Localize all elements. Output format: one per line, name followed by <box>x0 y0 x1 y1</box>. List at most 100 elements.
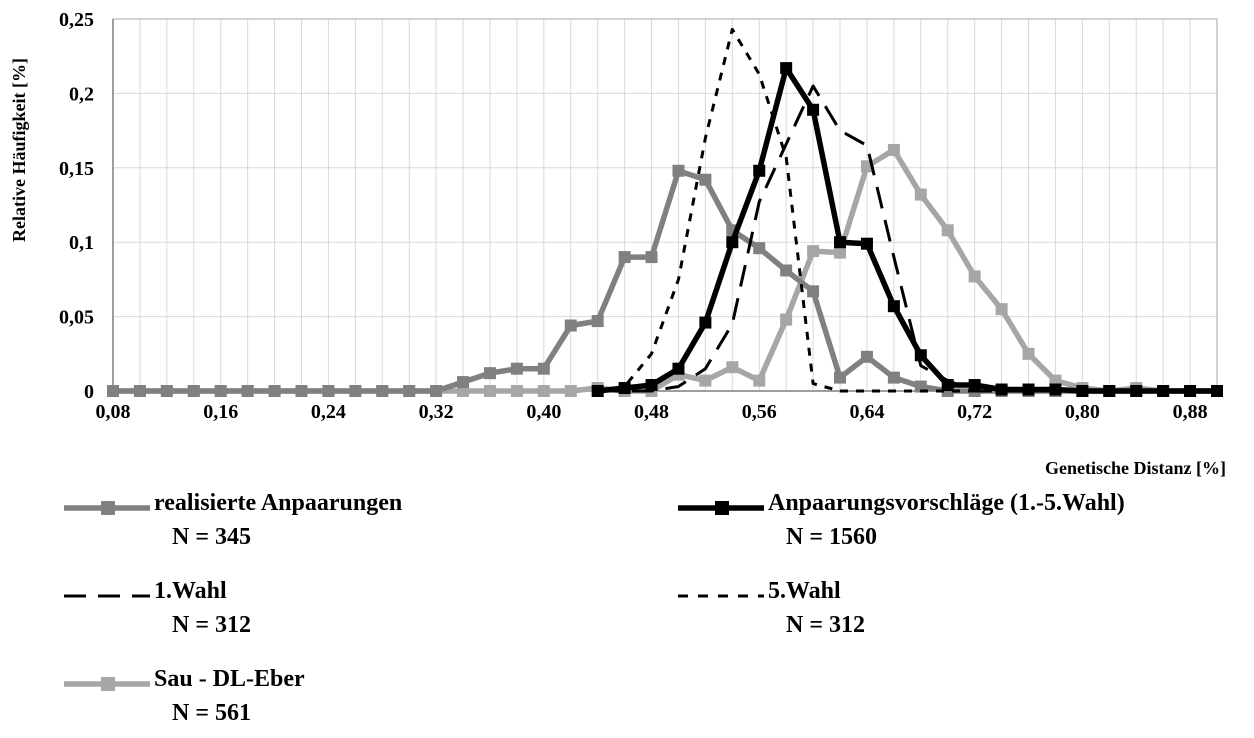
data-point <box>753 374 766 387</box>
data-point <box>160 385 173 397</box>
data-point <box>834 236 847 249</box>
data-point <box>834 371 847 384</box>
data-point <box>1022 383 1035 396</box>
data-point <box>887 300 900 313</box>
data-point <box>995 303 1008 316</box>
data-point <box>807 285 820 298</box>
series-line <box>113 168 1217 394</box>
x-tick-label: 0,64 <box>849 401 884 423</box>
data-point <box>753 242 766 255</box>
data-point <box>941 224 954 237</box>
legend-n: N = 312 <box>786 612 866 638</box>
data-point <box>483 385 496 397</box>
legend-item-1wahl: 1.Wahl N = 312 <box>62 578 602 650</box>
legend-label: 1.Wahl <box>154 578 227 604</box>
x-tick-label: 0,40 <box>526 401 561 423</box>
y-tick-label: 0,1 <box>69 232 94 254</box>
data-point <box>268 385 281 397</box>
x-tick-label: 0,88 <box>1173 401 1208 423</box>
legend-symbol <box>64 594 150 598</box>
legend-symbol <box>64 677 150 691</box>
x-tick-label: 0,72 <box>957 401 992 423</box>
data-point <box>430 385 443 397</box>
series-line <box>597 27 1217 393</box>
legend-n: N = 561 <box>172 700 252 726</box>
data-point <box>807 245 820 258</box>
data-point <box>726 361 739 374</box>
legend-marker <box>101 501 115 515</box>
series-5-wahl <box>597 27 1217 393</box>
x-axis-title: Genetische Distanz [%] <box>1045 458 1226 478</box>
legend-label: 5.Wahl <box>768 578 841 604</box>
data-point <box>241 385 254 397</box>
x-tick-label: 0,08 <box>96 401 131 423</box>
data-point <box>1130 385 1143 397</box>
data-point <box>403 385 416 397</box>
data-point <box>860 350 873 363</box>
data-point <box>1022 347 1035 360</box>
data-point <box>510 362 523 375</box>
line-chart: 0,08 0,16 0,24 0,32 0,40 0,48 0,56 0,64 0,72 0,80… <box>9 9 1226 478</box>
data-point <box>780 313 793 326</box>
legend-symbol <box>678 501 764 515</box>
data-point <box>672 362 685 375</box>
data-point <box>295 385 308 397</box>
data-point <box>914 188 927 201</box>
data-point <box>1157 385 1170 397</box>
data-point <box>107 385 119 397</box>
data-point <box>699 374 712 387</box>
data-point <box>726 236 739 249</box>
legend-n: N = 345 <box>172 524 252 550</box>
x-tick-label: 0,32 <box>419 401 454 423</box>
data-point <box>645 251 658 264</box>
legend-n: N = 1560 <box>786 524 878 550</box>
data-point <box>887 371 900 384</box>
data-point <box>349 385 362 397</box>
data-point <box>1076 385 1089 397</box>
data-point <box>860 237 873 250</box>
data-point <box>187 385 200 397</box>
data-point <box>483 367 496 380</box>
data-point <box>780 62 793 75</box>
data-point <box>753 164 766 177</box>
legend-marker <box>101 677 115 691</box>
data-point <box>322 385 335 397</box>
x-tick-label: 0,56 <box>742 401 777 423</box>
data-point <box>618 251 631 264</box>
data-point <box>1049 383 1062 396</box>
data-point <box>510 385 523 397</box>
data-point <box>564 319 577 332</box>
legend-item-realisierte: realisierte Anpaarungen N = 345 <box>62 490 602 562</box>
data-point <box>968 379 981 392</box>
data-point <box>699 173 712 186</box>
data-point <box>457 376 470 389</box>
legend: realisierte Anpaarungen N = 345 Anpaarun… <box>0 480 1254 733</box>
legend-label: Sau - DL-Eber <box>154 666 305 692</box>
data-point <box>780 264 793 277</box>
data-point <box>914 349 927 362</box>
series-line <box>113 147 1217 394</box>
x-tick-label: 0,80 <box>1065 401 1100 423</box>
y-axis-title: Relative Häufigkeit [%] <box>9 58 29 242</box>
x-tick-label: 0,48 <box>634 401 669 423</box>
legend-item-sau-dl-eber: Sau - DL-Eber N = 561 <box>62 666 602 738</box>
legend-label: realisierte Anpaarungen <box>154 490 403 516</box>
data-point <box>1211 385 1223 397</box>
tick-labels: 0,08 0,16 0,24 0,32 0,40 0,48 0,56 0,64 0,72 0,80… <box>59 9 1208 423</box>
legend-n: N = 312 <box>172 612 252 638</box>
data-point <box>968 270 981 283</box>
data-point <box>807 103 820 116</box>
y-tick-label: 0 <box>84 381 94 403</box>
data-point <box>591 315 604 328</box>
data-point <box>564 385 577 397</box>
data-point <box>214 385 227 397</box>
data-point <box>941 379 954 392</box>
data-point <box>834 246 847 259</box>
y-tick-label: 0,15 <box>59 158 94 180</box>
y-tick-label: 0,05 <box>59 307 94 329</box>
y-tick-label: 0,25 <box>59 9 94 31</box>
legend-symbol <box>64 501 150 515</box>
x-tick-label: 0,16 <box>203 401 238 423</box>
legend-marker <box>715 501 729 515</box>
legend-item-vorschlaege: Anpaarungsvorschläge (1.-5.Wahl) N = 156… <box>676 490 1252 562</box>
